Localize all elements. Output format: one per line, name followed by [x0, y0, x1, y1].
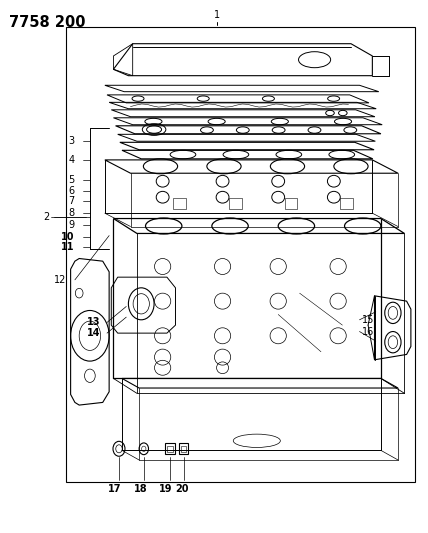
Text: 1: 1	[214, 10, 220, 20]
Bar	[173, 198, 186, 209]
Bar	[179, 443, 188, 454]
Text: 19: 19	[159, 484, 173, 494]
Text: 4: 4	[69, 155, 75, 165]
Text: 10: 10	[61, 232, 75, 242]
Bar	[285, 198, 297, 209]
Bar	[66, 27, 415, 482]
Text: 11: 11	[61, 243, 75, 252]
Text: 15: 15	[362, 315, 374, 325]
Bar	[340, 198, 353, 209]
Text: 20: 20	[175, 484, 189, 494]
Text: 14: 14	[87, 328, 101, 338]
Text: 17: 17	[108, 484, 122, 494]
Text: 6: 6	[69, 186, 75, 196]
Text: 5: 5	[68, 175, 75, 184]
Text: 9: 9	[69, 220, 75, 230]
Bar	[181, 446, 186, 452]
Text: 16: 16	[362, 327, 374, 336]
Text: 13: 13	[87, 318, 101, 327]
Text: 3: 3	[69, 136, 75, 146]
Bar	[165, 443, 175, 454]
Bar	[229, 198, 242, 209]
Text: 2: 2	[43, 212, 49, 222]
Text: 12: 12	[54, 275, 66, 285]
Bar	[167, 446, 173, 452]
Text: 18: 18	[134, 484, 148, 494]
Text: 8: 8	[69, 208, 75, 218]
Text: 7758 200: 7758 200	[9, 15, 85, 30]
Text: 7: 7	[68, 197, 75, 206]
